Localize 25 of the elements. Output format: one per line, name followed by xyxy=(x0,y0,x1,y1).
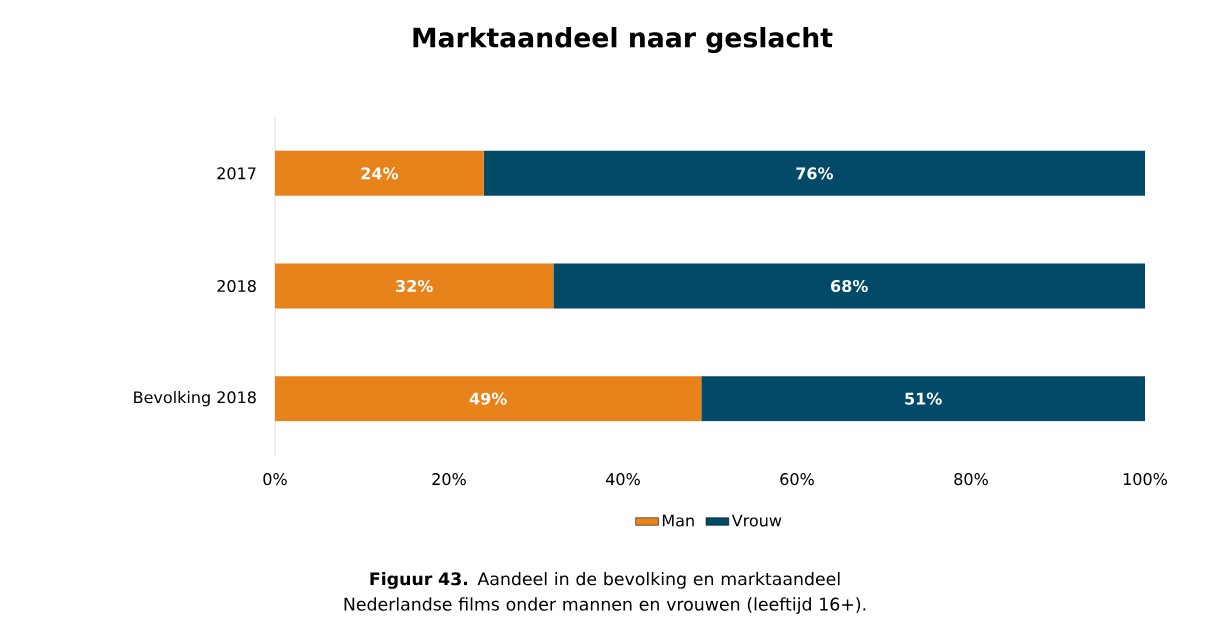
data-label: 49% xyxy=(469,392,507,405)
data-label: 68% xyxy=(831,279,868,293)
bar xyxy=(483,150,1146,196)
x-tick-label: 20% xyxy=(432,473,466,486)
bar xyxy=(275,263,554,309)
chart-title: Marktaandeel naar geslacht xyxy=(413,26,833,53)
data-label: 76% xyxy=(796,167,834,180)
bar xyxy=(275,376,702,422)
bar xyxy=(553,263,1146,309)
legend-label: Vrouw xyxy=(731,514,782,527)
x-tick-label: 0% xyxy=(263,473,287,486)
legend-label: Man xyxy=(662,514,694,527)
x-tick-label: 80% xyxy=(954,473,988,486)
bar xyxy=(275,150,484,196)
data-label: 24% xyxy=(361,167,399,180)
x-tick-label: 100% xyxy=(1123,473,1167,486)
y-tick-label: 2018 xyxy=(217,279,256,293)
bar xyxy=(701,376,1146,422)
x-tick-label: 60% xyxy=(780,473,814,486)
data-label: 32% xyxy=(396,279,433,293)
y-tick-label: Bevolking 2018 xyxy=(134,390,256,407)
y-tick-label: 2017 xyxy=(217,167,256,180)
text: Figuur 43. Aandeel in de bevolking en marktaandeel Nederlandse films onder mannen en vrouwen (leeftijd 16+). xyxy=(344,571,866,615)
x-tick-label: 40% xyxy=(606,473,640,486)
data-label: 51% xyxy=(905,392,942,405)
